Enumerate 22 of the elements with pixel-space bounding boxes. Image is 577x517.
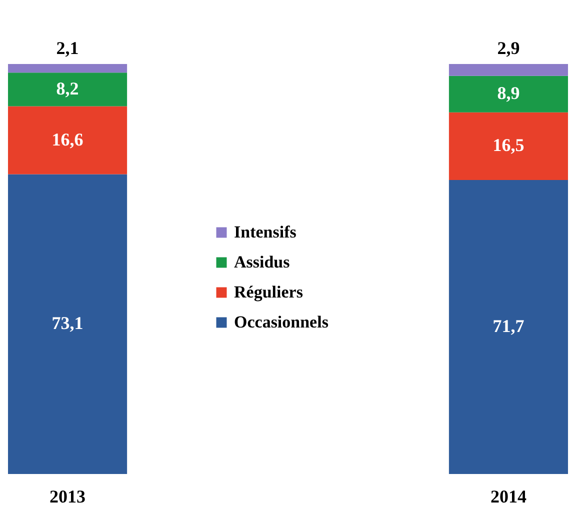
data-label: 16,6 (52, 129, 84, 150)
bar (8, 72, 128, 106)
data-label: 71,7 (492, 316, 524, 336)
data-label: 16,5 (492, 135, 524, 156)
legend-label: Assidus (234, 252, 290, 272)
bar (448, 76, 568, 112)
legend-label: Occasionnels (234, 312, 329, 332)
data-label: 2,1 (56, 38, 79, 58)
bar (448, 180, 568, 474)
bar (448, 64, 568, 76)
data-label: 73,1 (52, 313, 84, 334)
legend-label: Réguliers (234, 282, 304, 302)
bar (8, 174, 128, 474)
bar (8, 106, 128, 174)
data-label: 2,9 (497, 38, 520, 58)
bar (8, 64, 128, 73)
x-tick-label: 2013 (50, 486, 86, 506)
data-label: 8,2 (56, 78, 79, 98)
bar (448, 112, 568, 180)
x-tick-label: 2014 (490, 486, 526, 506)
legend-label: Intensifs (234, 222, 297, 242)
data-label: 8,9 (497, 83, 520, 104)
